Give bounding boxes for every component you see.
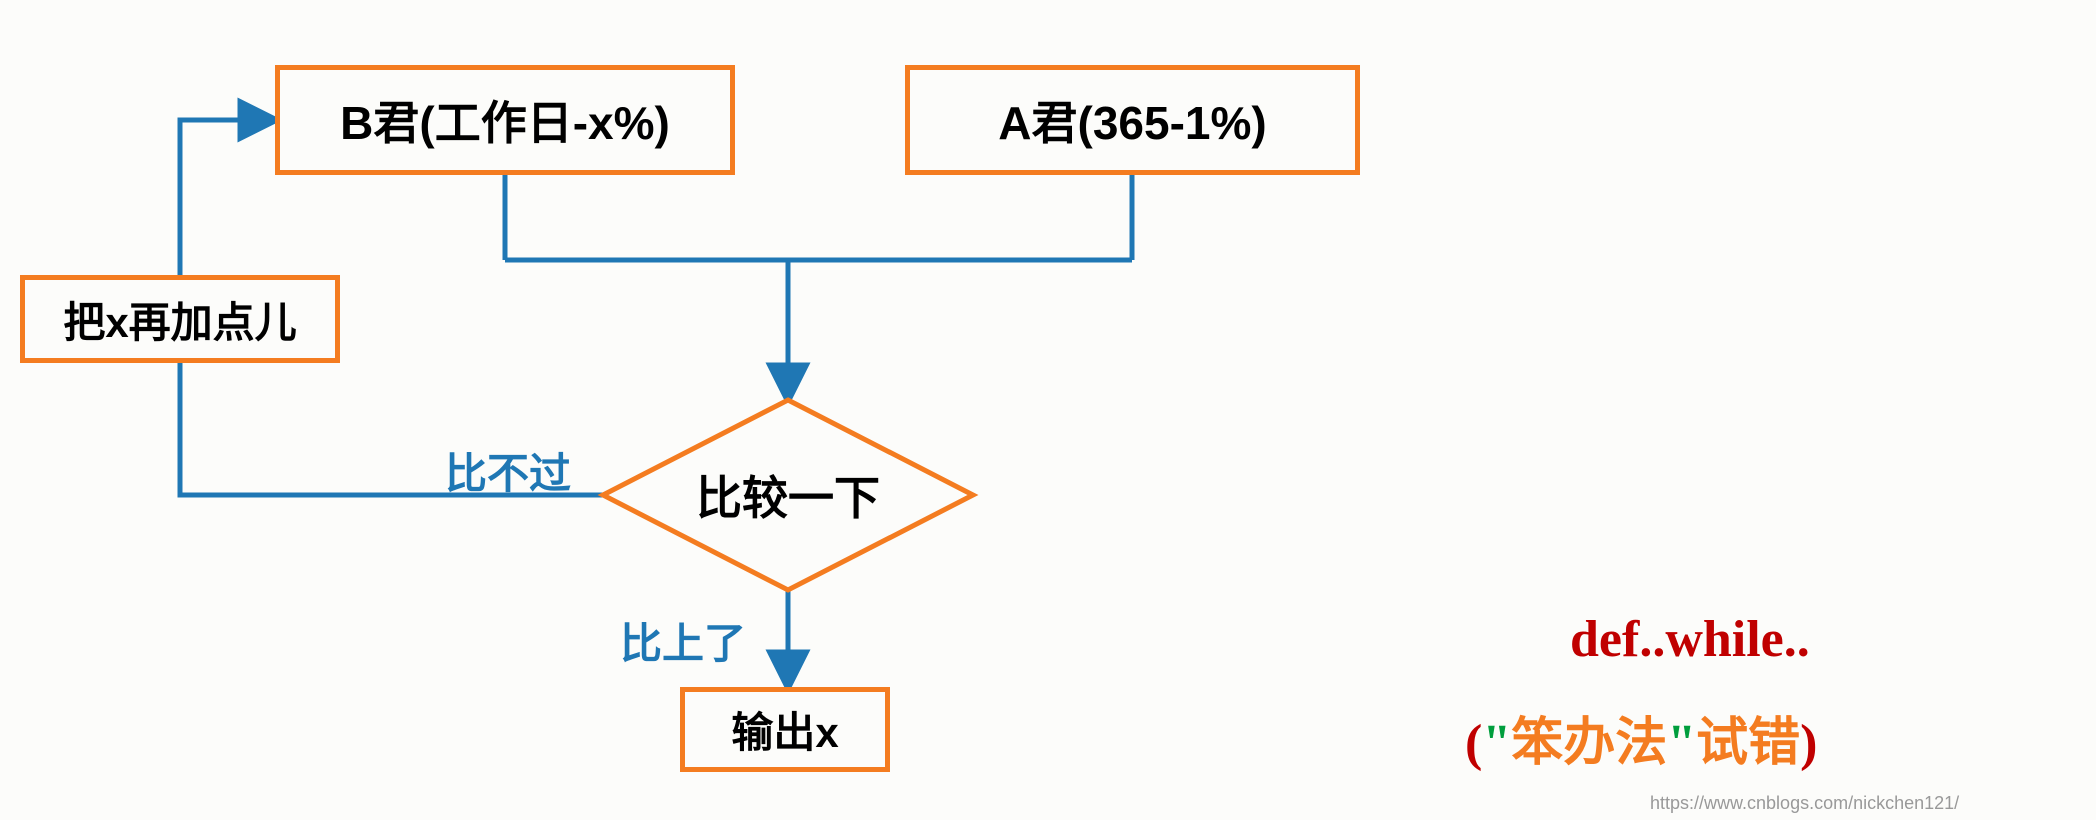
edge-label-pass: 比上了 bbox=[620, 610, 746, 671]
node-output-label: 输出x bbox=[731, 699, 838, 760]
annotation-line2: ("笨办法"试错) bbox=[1465, 700, 1817, 775]
watermark: https://www.cnblogs.com/nickchen121/ bbox=[1650, 793, 1959, 814]
edge-label-fail: 比不过 bbox=[445, 440, 571, 501]
node-increment: 把x再加点儿 bbox=[20, 275, 340, 363]
paren-open: ( bbox=[1465, 715, 1482, 772]
node-b-box: B君(工作日-x%) bbox=[275, 65, 735, 175]
quote-close: " bbox=[1667, 715, 1696, 772]
node-b-label: B君(工作日-x%) bbox=[340, 87, 670, 153]
node-increment-label: 把x再加点儿 bbox=[63, 289, 296, 350]
node-a-label: A君(365-1%) bbox=[998, 87, 1266, 153]
annotation-tail: 试错 bbox=[1696, 715, 1800, 772]
paren-close: ) bbox=[1800, 715, 1817, 772]
annotation-line1: def..while.. bbox=[1570, 610, 1810, 669]
node-a-box: A君(365-1%) bbox=[905, 65, 1360, 175]
annotation-mid: 笨办法 bbox=[1511, 715, 1667, 772]
compare-label: 比较一下 bbox=[696, 462, 880, 528]
quote-open: " bbox=[1482, 715, 1511, 772]
node-output: 输出x bbox=[680, 687, 890, 772]
